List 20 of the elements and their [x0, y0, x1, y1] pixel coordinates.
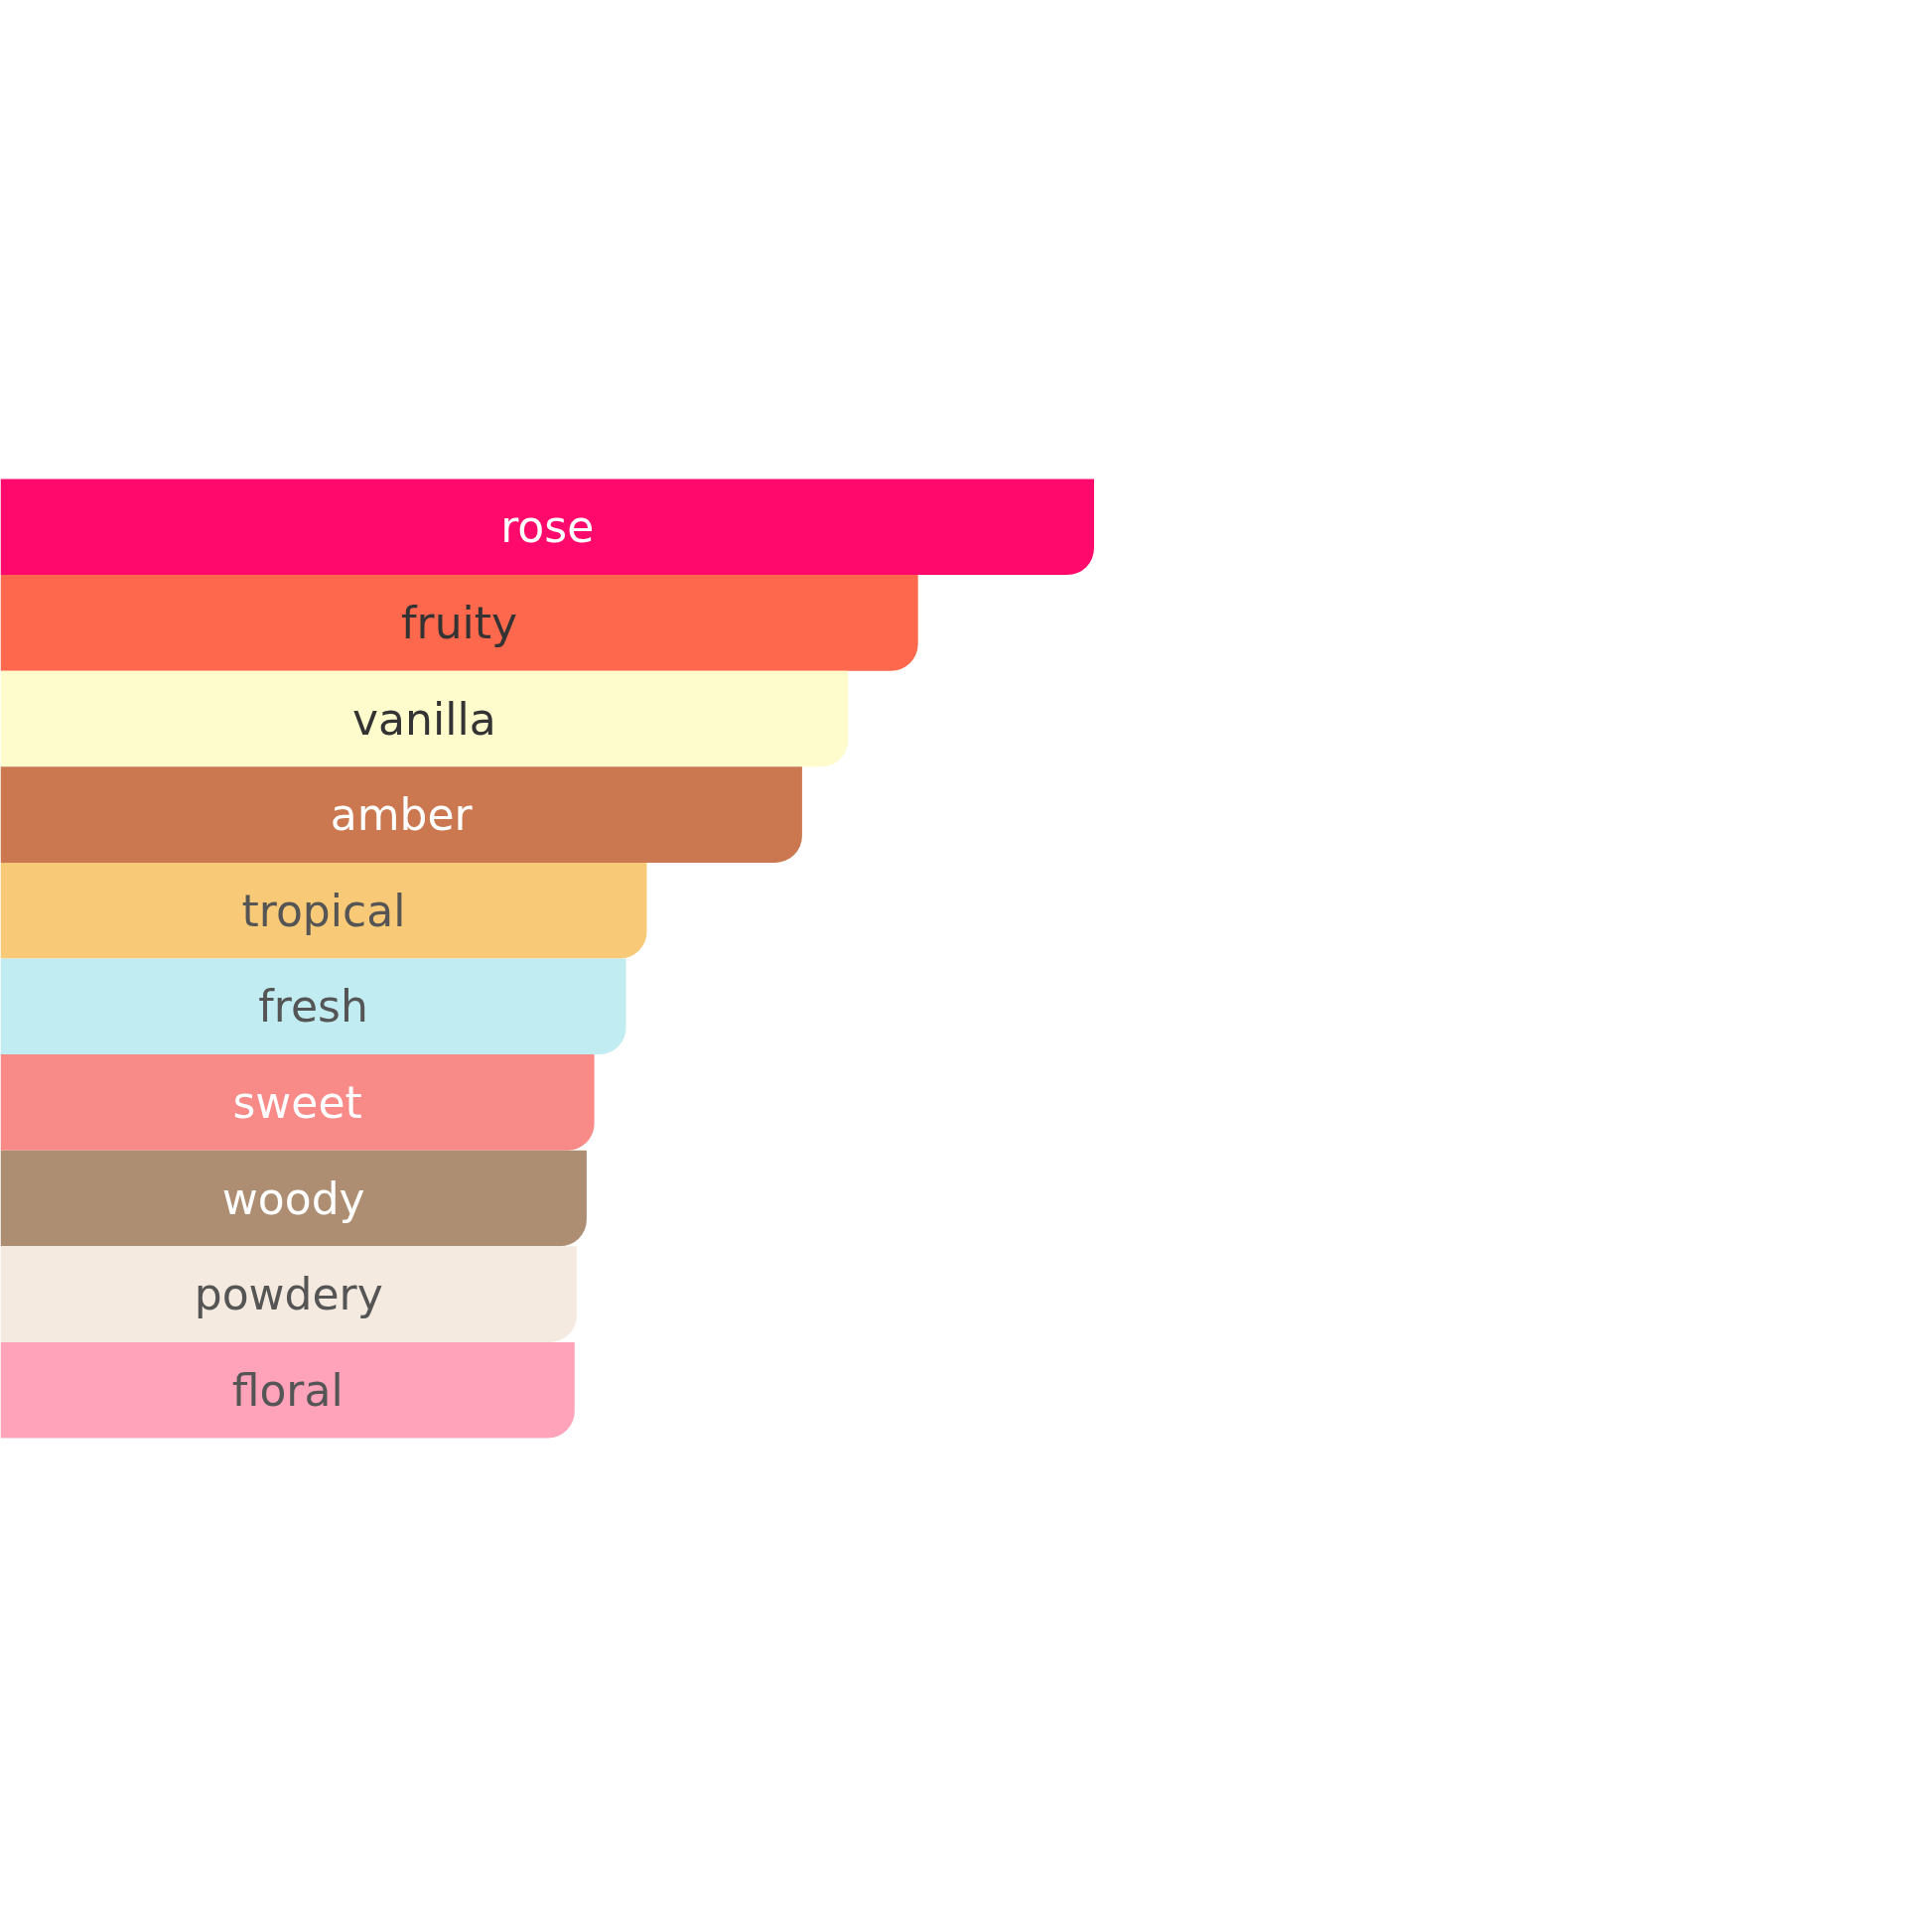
bar [0, 575, 918, 671]
y-tick-label: vanilla [352, 693, 496, 745]
bar [0, 1150, 587, 1247]
bar [0, 1341, 575, 1439]
bar [0, 670, 849, 767]
bar [0, 1246, 577, 1342]
y-tick-label: woody [221, 1173, 365, 1224]
y-tick-label: powdery [194, 1269, 383, 1320]
y-tick-label: tropical [241, 885, 406, 936]
y-tick-label: amber [330, 789, 474, 841]
bar [0, 766, 802, 863]
y-tick-label: rose [500, 501, 595, 553]
y-tick-label: fresh [258, 981, 368, 1033]
y-tick-label: sweet [232, 1076, 362, 1128]
y-tick-label: fruity [401, 597, 518, 648]
bar [0, 862, 647, 959]
bar [0, 958, 626, 1055]
y-tick-label: floral [231, 1364, 344, 1416]
bar [0, 479, 1094, 576]
bar [0, 1054, 595, 1151]
